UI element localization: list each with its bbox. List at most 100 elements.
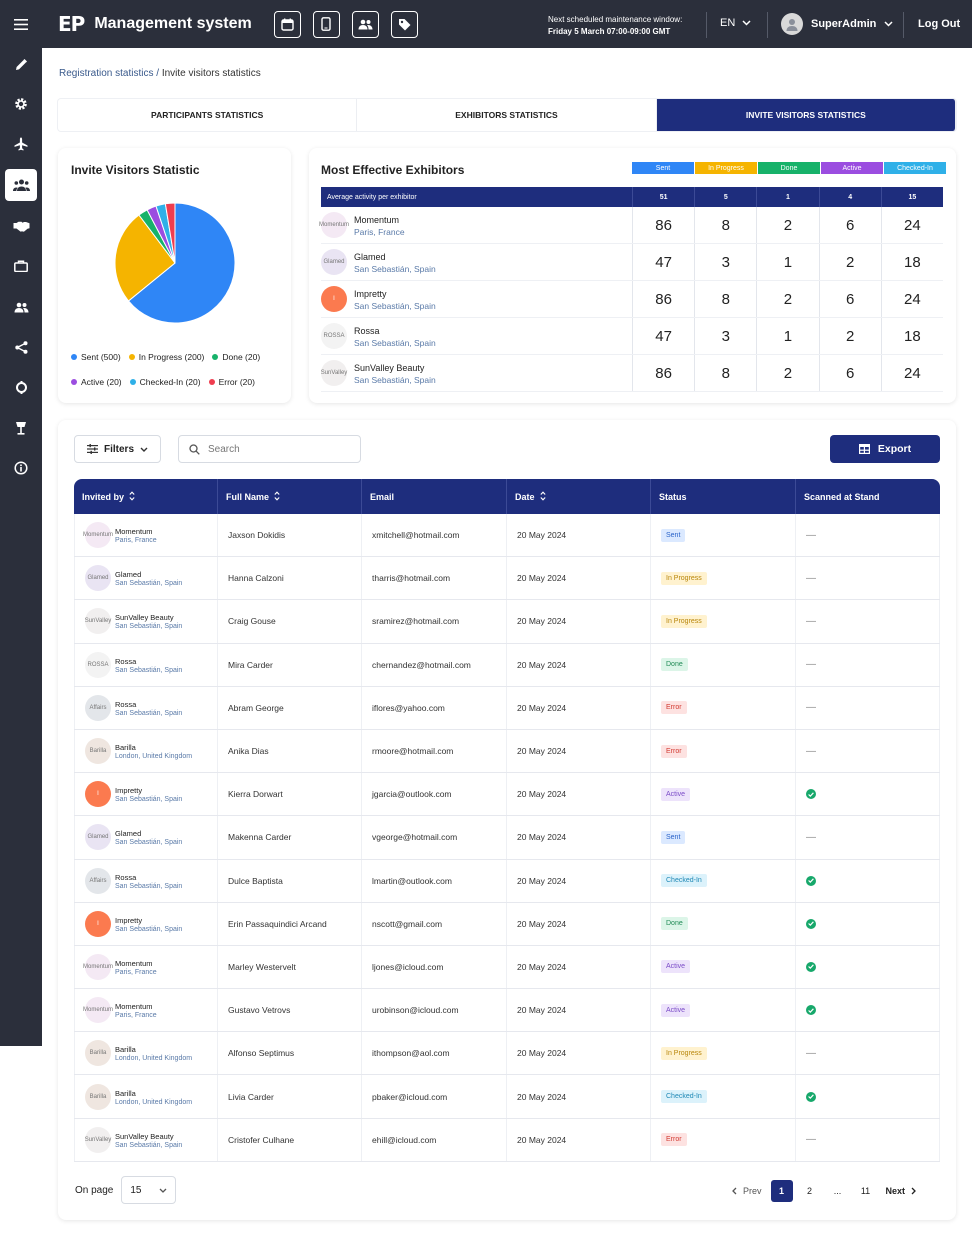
export-button[interactable]: Export xyxy=(830,435,940,463)
menu-icon[interactable] xyxy=(0,0,42,48)
pie-slice-error[interactable] xyxy=(164,202,176,264)
pie-slice-sent[interactable] xyxy=(127,202,236,324)
table-row[interactable]: Momentum Momentum Paris, France Gustavo … xyxy=(74,989,940,1033)
page-button[interactable]: 2 xyxy=(807,1186,813,1196)
empty-value: — xyxy=(806,572,816,584)
cell-full-name: Dulce Baptista xyxy=(218,859,362,902)
table-row[interactable]: Glamed Glamed San Sebastián, Spain Maken… xyxy=(74,816,940,860)
next-button[interactable]: Next xyxy=(886,1186,917,1196)
filters-label: Filters xyxy=(104,443,135,455)
share-icon[interactable] xyxy=(5,331,37,363)
tab-participants[interactable]: PARTICIPANTS STATISTICS xyxy=(58,99,358,131)
chevron-down-icon xyxy=(159,1188,167,1193)
lamp-icon[interactable] xyxy=(5,412,37,444)
invites-table: Invited by Full Name Email Date Status S… xyxy=(74,479,940,1162)
count-checked-in: 18 xyxy=(880,244,943,280)
sort-icon[interactable] xyxy=(539,490,546,503)
info-icon[interactable] xyxy=(5,452,37,484)
cell-scanned: — xyxy=(796,729,940,773)
language-select[interactable]: EN xyxy=(720,17,751,29)
table-row[interactable]: Affairs Rossa San Sebastián, Spain Dulce… xyxy=(74,859,940,903)
airplane-icon[interactable] xyxy=(5,128,37,160)
inviter-logo: Momentum xyxy=(83,522,113,549)
cell-full-name: Makenna Carder xyxy=(218,816,362,859)
pencil-icon[interactable] xyxy=(5,48,37,80)
chart-title: Invite Visitors Statistic xyxy=(71,163,200,177)
table-row[interactable]: Momentum Momentum Paris, France Jaxson D… xyxy=(74,514,940,558)
cell-scanned: — xyxy=(796,643,940,686)
briefcase-icon[interactable] xyxy=(5,250,37,282)
cell-email: sramirez@hotmail.com xyxy=(362,600,507,643)
inviter-location: Paris, France xyxy=(115,968,157,976)
prev-button[interactable]: Prev xyxy=(732,1186,762,1196)
cell-scanned: — xyxy=(796,557,940,600)
exhibitor-row[interactable]: ROSSA Rossa San Sebastián, Spain 47 3 1 2 18 xyxy=(321,318,943,355)
filter-sliders-icon xyxy=(87,444,98,454)
exhibitor-row[interactable]: SunValley SunValley Beauty San Sebastián… xyxy=(321,355,943,392)
status-badge: Checked-In xyxy=(661,874,707,888)
table-row[interactable]: Barilla Barilla London, United Kingdom A… xyxy=(74,729,940,774)
mobile-icon[interactable] xyxy=(312,10,340,38)
tab-invite-visitors[interactable]: INVITE VISITORS STATISTICS xyxy=(656,99,956,131)
inviter-logo: Momentum xyxy=(83,953,113,980)
status-badge: Active xyxy=(661,1003,691,1017)
breadcrumb-parent[interactable]: Registration statistics xyxy=(59,68,154,79)
tag-icon[interactable] xyxy=(390,10,418,38)
sort-icon[interactable] xyxy=(129,490,135,503)
exhibitor-row[interactable]: I Impretty San Sebastián, Spain 86 8 2 6 24 xyxy=(321,281,943,318)
table-row[interactable]: Barilla Barilla London, United Kingdom A… xyxy=(74,1032,940,1076)
legend-label: Active (20) xyxy=(81,377,122,387)
filters-button[interactable]: Filters xyxy=(74,435,161,463)
calendar-icon[interactable] xyxy=(273,10,301,38)
count-done: 1 xyxy=(756,244,818,280)
table-row[interactable]: I Impretty San Sebastián, Spain Kierra D… xyxy=(74,773,940,817)
cell-scanned xyxy=(796,902,940,945)
gear-icon[interactable] xyxy=(5,88,37,120)
column-full-name[interactable]: Full Name xyxy=(218,479,362,514)
exhibitor-cell: I Impretty San Sebastián, Spain xyxy=(321,281,632,317)
table-row[interactable]: I Impretty San Sebastián, Spain Erin Pas… xyxy=(74,902,940,946)
count-in-progress: 8 xyxy=(694,281,756,317)
cell-full-name: Craig Gouse xyxy=(218,600,362,643)
users-icon[interactable] xyxy=(351,10,379,38)
legend-label: Error (20) xyxy=(218,377,255,387)
pie-slice-in-progress[interactable] xyxy=(114,214,176,302)
table-row[interactable]: Momentum Momentum Paris, France Marley W… xyxy=(74,945,940,990)
legend-item: Active (20) xyxy=(71,377,122,387)
table-row[interactable]: Barilla Barilla London, United Kingdom L… xyxy=(74,1075,940,1119)
handshake-icon[interactable] xyxy=(5,210,37,242)
inviter-name: Glamed xyxy=(115,829,142,839)
most-effective-exhibitors-card: Most Effective Exhibitors Sent In Progre… xyxy=(309,148,956,403)
logout-button[interactable]: Log Out xyxy=(918,18,961,30)
table-row[interactable]: SunValley SunValley Beauty San Sebastián… xyxy=(74,600,940,644)
column-date[interactable]: Date xyxy=(507,479,651,514)
user-menu[interactable]: SuperAdmin xyxy=(781,13,893,35)
legend-item: Done (20) xyxy=(212,352,260,362)
table-row[interactable]: SunValley SunValley Beauty San Sebastián… xyxy=(74,1118,940,1162)
page-button[interactable]: 1 xyxy=(770,1180,793,1202)
search-input[interactable] xyxy=(208,443,348,455)
exhibitor-logo: Glamed xyxy=(321,249,347,275)
exhibitor-row[interactable]: Glamed Glamed San Sebastián, Spain 47 3 1 2 1… xyxy=(321,244,943,281)
next-label: Next xyxy=(885,1186,906,1196)
inviter-logo: Barilla xyxy=(85,738,111,765)
legend-item: Checked-In (20) xyxy=(129,377,201,387)
tab-exhibitors[interactable]: EXHIBITORS STATISTICS xyxy=(357,99,657,131)
table-row[interactable]: Affairs Rossa San Sebastián, Spain Abram… xyxy=(74,686,940,730)
visitors-icon[interactable] xyxy=(5,169,37,201)
page-size-select[interactable]: 15 xyxy=(121,1176,177,1204)
sync-icon[interactable] xyxy=(5,371,37,403)
people-icon[interactable] xyxy=(5,291,37,323)
app-logo[interactable]: EP Management system xyxy=(58,12,252,36)
cell-scanned: — xyxy=(796,816,940,859)
cell-email: urobinson@icloud.com xyxy=(362,989,507,1032)
column-label: Email xyxy=(370,491,395,502)
sort-icon[interactable] xyxy=(274,490,280,503)
table-row[interactable]: ROSSA Rossa San Sebastián, Spain Mira Ca… xyxy=(74,643,940,687)
page-button[interactable]: 11 xyxy=(860,1186,871,1196)
column-invited-by[interactable]: Invited by xyxy=(74,479,218,514)
app-title: Management system xyxy=(94,15,252,32)
table-row[interactable]: Glamed Glamed San Sebastián, Spain Hanna… xyxy=(74,557,940,601)
inviter-location: San Sebastián, Spain xyxy=(115,666,183,674)
exhibitor-row[interactable]: Momentum Momentum Paris, France 86 8 2 6 24 xyxy=(319,207,943,244)
